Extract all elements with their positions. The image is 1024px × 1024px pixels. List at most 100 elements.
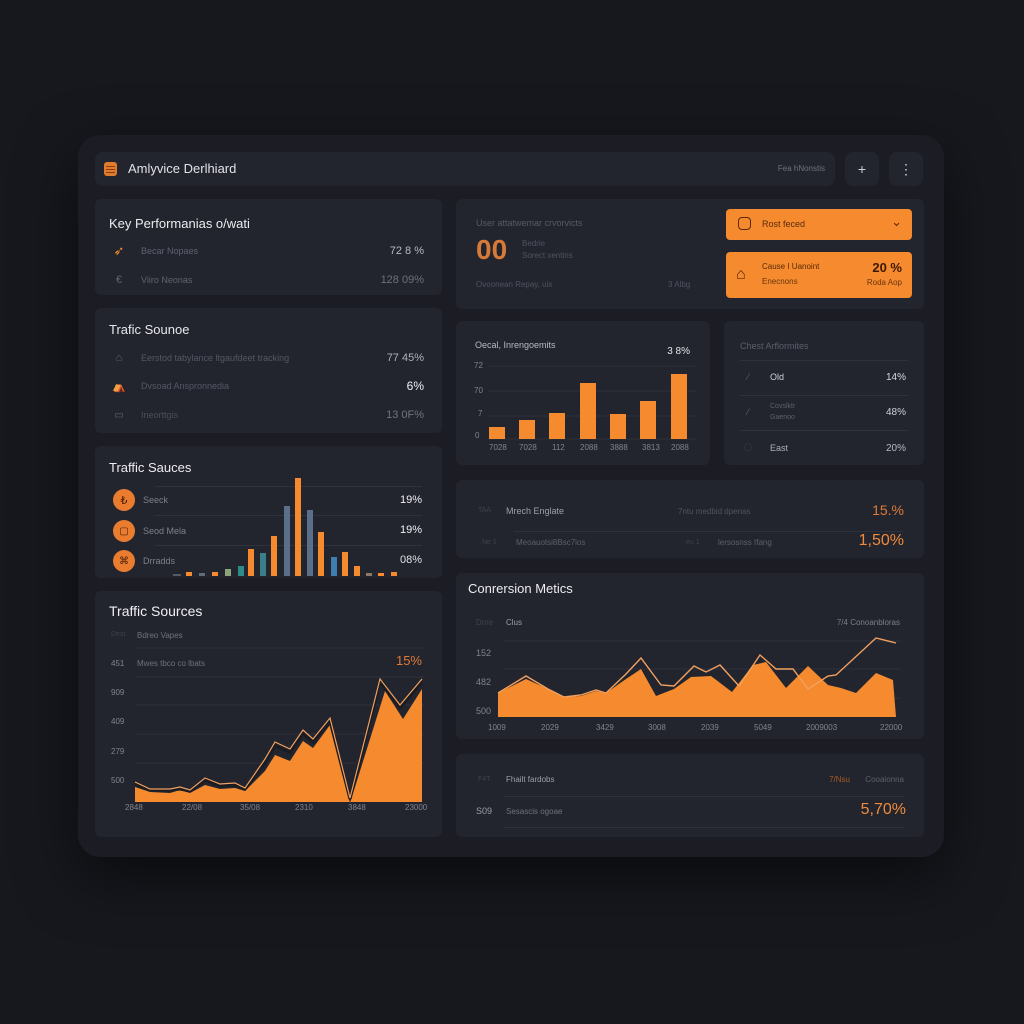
bar-chart-badge: 3 8% xyxy=(667,346,690,357)
x-tick: 22/08 xyxy=(182,803,203,812)
rocket-icon: ➶ xyxy=(113,243,125,258)
plus-icon: + xyxy=(857,161,867,177)
orange-stat-card[interactable]: ⌂ Cause I Uanoint Enecnons 20 % Roda Aop xyxy=(726,252,912,298)
row-value: 13 0F% xyxy=(386,409,424,421)
kpi-row[interactable]: ➶ Becar Nopaes 72 8 % xyxy=(111,241,426,261)
channel-performance-panel: Chest Arflormites ⁄ Old 14% ⁄ Covslktr G… xyxy=(724,321,924,465)
y-tick: 409 xyxy=(111,717,125,726)
overall-bar-chart-panel: Oecal, Inrengoemits 3 8% 72 70 7 0 7028 … xyxy=(456,321,710,465)
row-tag: Ne 1 xyxy=(482,539,497,546)
traffic-source-row[interactable]: ⛺ Dvsoad Anspronnedia 6% xyxy=(111,376,426,396)
kpi-panel: Key Performanias o/wati ➶ Becar Nopaes 7… xyxy=(95,199,442,295)
x-tick: 3888 xyxy=(610,443,628,452)
area-sub-label: Mwes tbco co lbats xyxy=(137,659,206,668)
bar-chart-title: Oecal, Inrengoemits xyxy=(475,340,556,350)
stat-line1: Cause I Uanoint xyxy=(762,262,820,271)
bottom-orange-tag: 7/­Nsu xyxy=(829,775,850,784)
home-icon: ⌂ xyxy=(736,266,746,283)
conversion-title: Conrersion Metics xyxy=(468,581,573,596)
row-value: 48% xyxy=(885,406,906,418)
source-value: 08% xyxy=(399,554,422,566)
x-tick: 23000 xyxy=(405,803,428,812)
area-chart-title: Traffic Sources xyxy=(109,603,203,619)
x-tick: 112 xyxy=(552,443,565,452)
traffic-source-row[interactable]: ▭ Ineorttgis 13 0F% xyxy=(111,405,426,425)
x-tick: 2039 xyxy=(701,723,719,732)
x-tick: 3848 xyxy=(348,803,366,812)
bottom-row-label[interactable]: Fhailt fardobs xyxy=(506,775,555,784)
y-tick: 482 xyxy=(476,677,492,687)
source-value: 19% xyxy=(399,524,422,536)
row-tag: eu 1 xyxy=(686,539,700,546)
more-menu-button[interactable]: ⋮ xyxy=(889,152,923,186)
traffic-source-row[interactable]: ⌂ Eerstod tabylance ltgaufdeet tracking … xyxy=(111,348,426,368)
user-icon xyxy=(738,217,751,230)
x-tick: 2088 xyxy=(671,443,689,452)
row-tag: F4T xyxy=(478,776,491,783)
conversion-metrics-panel: Conrersion Metics Dme Clus 7/4 Conoanblo… xyxy=(456,573,924,739)
search-field[interactable]: Fea hNonstis xyxy=(777,164,825,173)
y-tick: 500 xyxy=(476,706,492,716)
channel-row[interactable]: ⁄ Old 14% xyxy=(740,367,908,387)
traffic-sauces-panel: Traffic Sauces ₺ ▢ ⌘ Seeck Seod Mela Drr… xyxy=(95,446,442,578)
traffic-source-panel: Trafic Sounoe ⌂ Eerstod tabylance ltgauf… xyxy=(95,308,442,433)
tv-icon: ▢ xyxy=(113,520,135,542)
big-number: 00 xyxy=(476,234,508,265)
row-label: Covslktr Gaenoo xyxy=(770,403,796,421)
y-tick: 909 xyxy=(111,688,125,697)
currency-icon: ₺ xyxy=(113,489,135,511)
area-value: 15% xyxy=(395,653,422,668)
x-tick: 2848 xyxy=(125,803,143,812)
channel-row[interactable]: ◌ East 20% xyxy=(740,438,908,458)
source-label: Seod Mela xyxy=(143,526,187,536)
orange-dropdown[interactable]: Rost feced ⌄ xyxy=(726,209,912,240)
conversion-area-chart xyxy=(497,637,901,717)
trend-icon: ⁄ xyxy=(747,407,749,417)
source-label: Drradds xyxy=(143,556,176,566)
x-tick: 3813 xyxy=(642,443,660,452)
y-tick: 72 xyxy=(474,361,483,370)
x-tick: 22000 xyxy=(880,723,903,732)
chevron-down-icon: ⌄ xyxy=(891,214,902,229)
kpi-row-label: Viiro Neonas xyxy=(141,275,193,285)
dropdown-label: Rost feced xyxy=(762,219,806,229)
merch-row-label[interactable]: Meoauotsi8Bsc7ios xyxy=(516,538,586,547)
kpi-panel-title: Key Performanias o/wati xyxy=(109,216,250,231)
source-value: 19% xyxy=(399,494,422,506)
building-icon: ⌂ xyxy=(115,352,123,364)
stat-line2: Enecnons xyxy=(762,277,798,286)
traffic-area-chart xyxy=(134,647,425,803)
conversion-label[interactable]: Clus xyxy=(506,618,523,627)
add-button[interactable]: + xyxy=(845,152,879,186)
merch-row-mid: lersosnss Ifang xyxy=(718,538,772,547)
money-icon: € xyxy=(115,274,123,286)
area-header-label: Bdreo Vapes xyxy=(137,631,183,640)
area-header-tag: Dest xyxy=(111,631,126,638)
app-title: Amlyvice Derlhiard xyxy=(128,161,237,176)
user-panel-footer-label: Ovoonean Repay, uix xyxy=(476,280,553,289)
row-value: 77 45% xyxy=(386,352,424,364)
x-tick: 2088 xyxy=(580,443,598,452)
top-bar: Amlyvice Derlhiard Fea hNonstis xyxy=(95,152,835,186)
y-tick: 70 xyxy=(474,386,483,395)
channel-row[interactable]: ⁄ Covslktr Gaenoo 48% xyxy=(740,402,908,422)
conversion-tag: Dme xyxy=(476,618,493,627)
kebab-menu-icon: ⋮ xyxy=(899,160,913,177)
big-number-sub2: Sorect xentins xyxy=(522,251,573,260)
traffic-sauces-title: Traffic Sauces xyxy=(109,460,192,475)
kpi-row-label: Becar Nopaes xyxy=(141,246,199,256)
x-tick: 3429 xyxy=(596,723,614,732)
bottom-row-right: Cooaionna xyxy=(865,775,904,784)
row-label: Dvsoad Anspronnedia xyxy=(141,381,230,391)
kpi-row-value: 72 8 % xyxy=(389,245,424,257)
distribution-bar-chart xyxy=(173,478,397,576)
merch-row-value: 1,50% xyxy=(858,532,904,549)
bottom-summary-panel: F4T Fhailt fardobs 7/­Nsu Cooaionna S09 … xyxy=(456,754,924,837)
x-tick: 3008 xyxy=(648,723,666,732)
bottom-row-label[interactable]: Sesascis ogoae xyxy=(506,807,563,816)
kpi-row[interactable]: € Viiro Neonas 128 09% xyxy=(111,270,426,290)
trend-icon: ⁄ xyxy=(747,372,749,382)
x-tick: 2310 xyxy=(295,803,313,812)
conversion-right-label: 7/4 Conoanbloras xyxy=(836,618,900,627)
merch-row-label[interactable]: Mrech Englate xyxy=(506,506,565,516)
